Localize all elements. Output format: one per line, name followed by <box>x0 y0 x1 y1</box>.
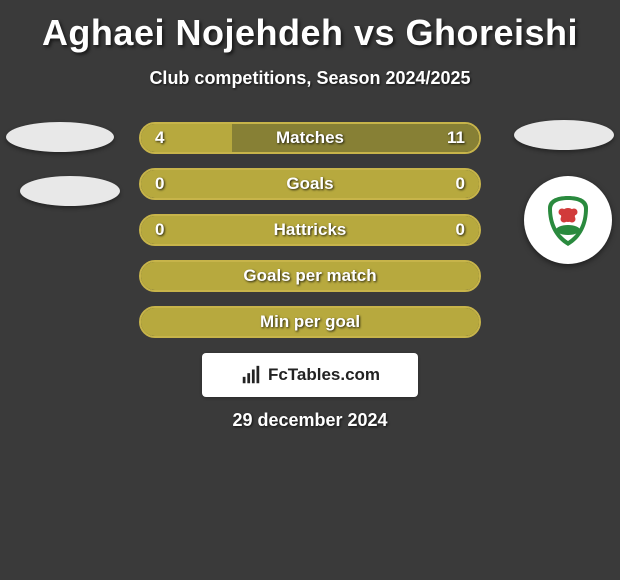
player2-avatar-placeholder <box>514 120 614 150</box>
bar-label: Min per goal <box>141 308 479 336</box>
date-text: 29 december 2024 <box>0 410 620 431</box>
bar-label: Hattricks <box>141 216 479 244</box>
bar-right-value: 0 <box>456 216 465 244</box>
player2-club-logo <box>524 176 612 264</box>
bar-row-goals-per-match: Goals per match <box>139 260 481 292</box>
player1-avatar-placeholder <box>6 122 114 152</box>
bar-label: Matches <box>141 124 479 152</box>
bar-row-min-per-goal: Min per goal <box>139 306 481 338</box>
bar-right-value: 11 <box>447 124 465 152</box>
site-badge: FcTables.com <box>202 353 418 397</box>
bar-row-matches: 4 Matches 11 <box>139 122 481 154</box>
player1-club-placeholder <box>20 176 120 206</box>
bar-right-value: 0 <box>456 170 465 198</box>
page-title: Aghaei Nojehdeh vs Ghoreishi <box>0 0 620 54</box>
club-logo-icon <box>538 190 598 250</box>
bar-row-goals: 0 Goals 0 <box>139 168 481 200</box>
site-name: FcTables.com <box>268 365 380 385</box>
subtitle: Club competitions, Season 2024/2025 <box>0 68 620 89</box>
bar-row-hattricks: 0 Hattricks 0 <box>139 214 481 246</box>
bar-label: Goals <box>141 170 479 198</box>
comparison-bars: 4 Matches 11 0 Goals 0 0 Hattricks 0 Goa… <box>139 122 481 352</box>
chart-icon <box>240 364 262 386</box>
bar-label: Goals per match <box>141 262 479 290</box>
